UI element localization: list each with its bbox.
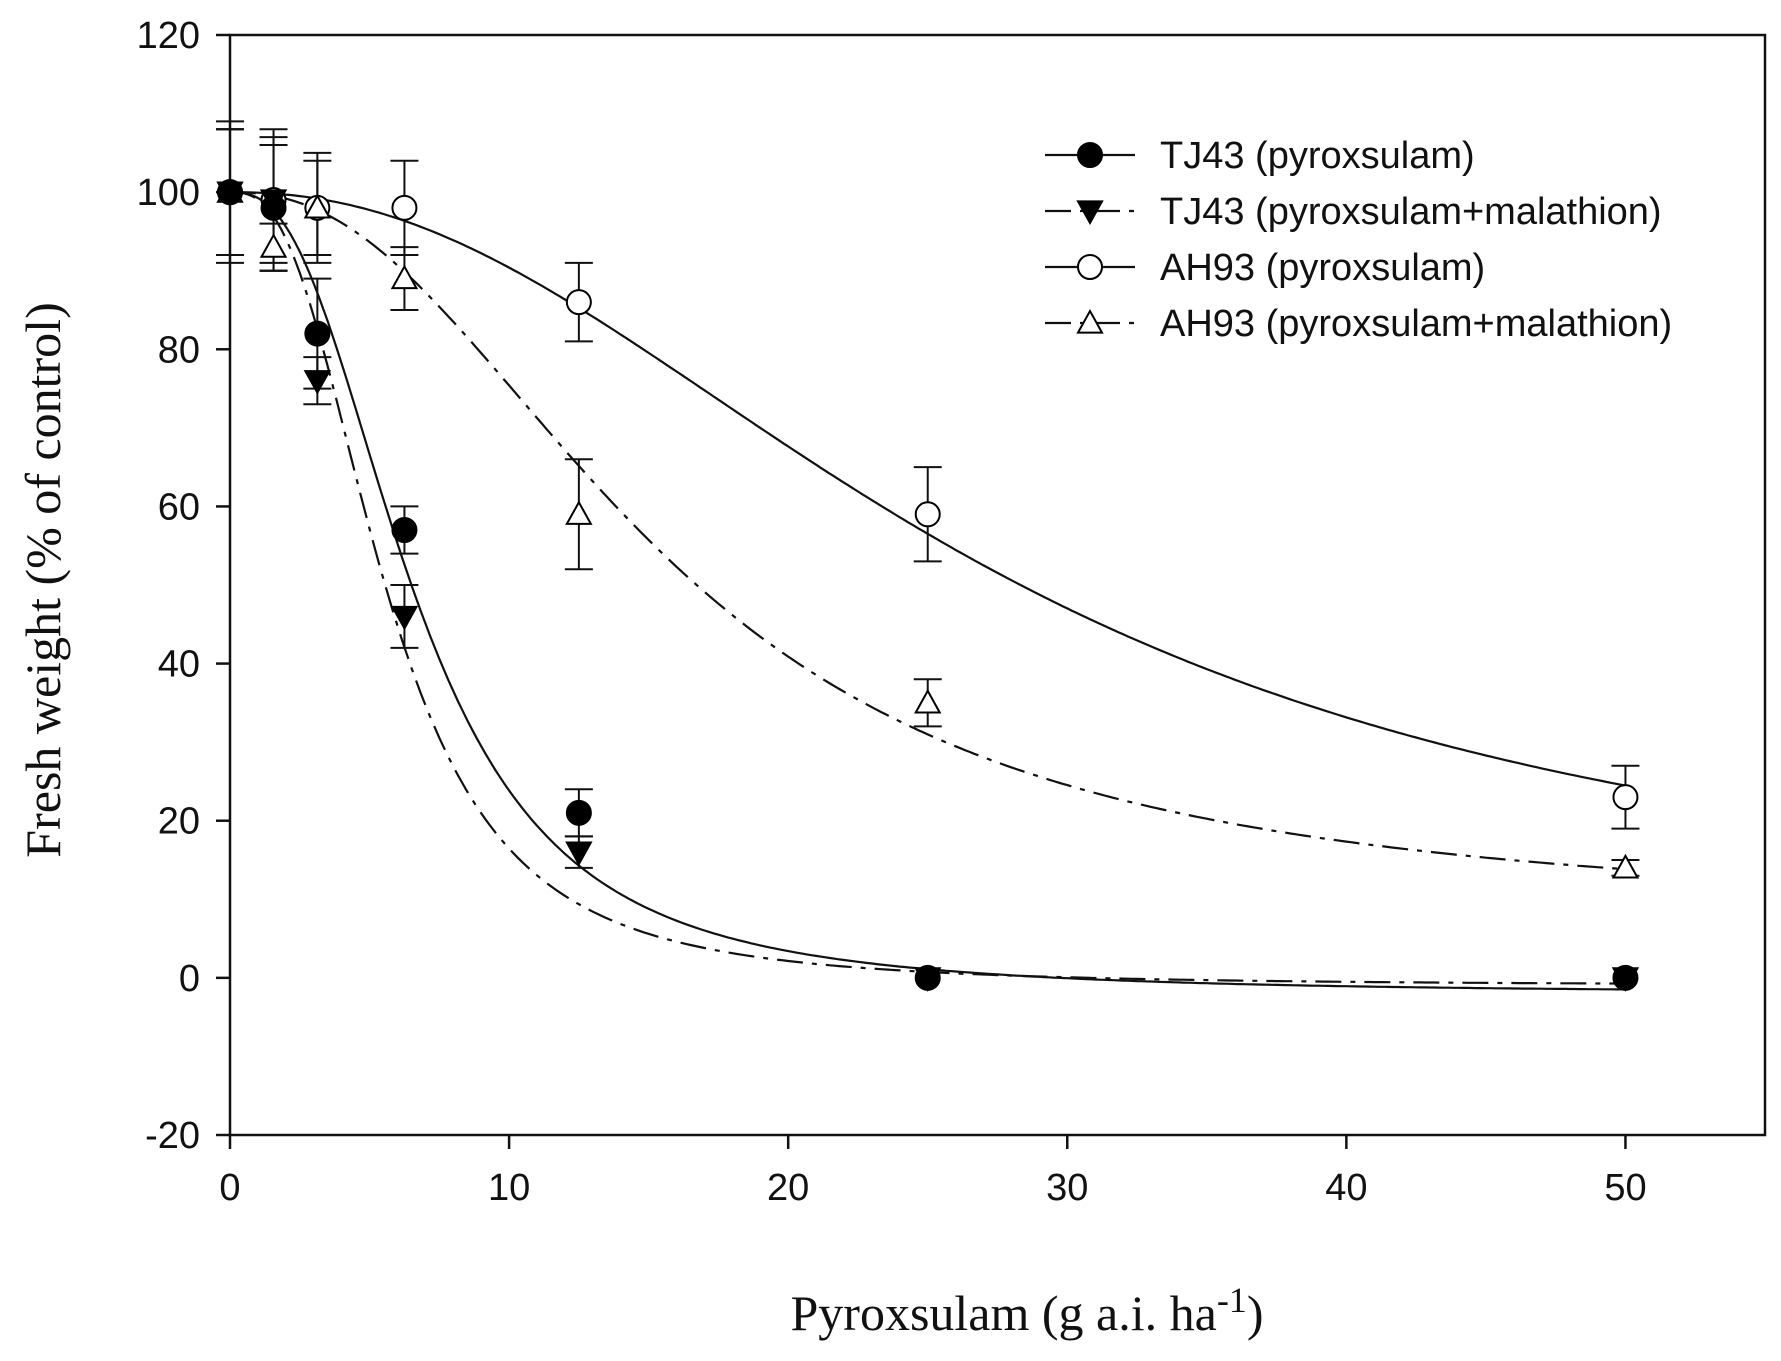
marker-filled-triangle	[565, 841, 593, 867]
x-axis-title-superscript: -1	[1217, 1280, 1247, 1320]
marker-filled-circle	[217, 179, 243, 206]
x-tick-label: 0	[219, 1167, 240, 1209]
x-axis-title-main: Pyroxsulam (g a.i. ha	[791, 1285, 1217, 1341]
legend: TJ43 (pyroxsulam) TJ43 (pyroxsulam+malath…	[1030, 115, 1750, 360]
y-tick-label: 100	[137, 172, 200, 214]
y-tick-label: -20	[145, 1115, 200, 1157]
x-axis: 0 10 20 30 40 50	[219, 1135, 1647, 1209]
x-axis-title-close: )	[1247, 1285, 1264, 1341]
x-tick-label: 50	[1604, 1167, 1646, 1209]
y-axis-title: Fresh weight (% of control)	[15, 302, 71, 857]
legend-label: TJ43 (pyroxsulam+malathion)	[1160, 191, 1662, 233]
marker-open-triangle	[914, 688, 942, 714]
legend-label: AH93 (pyroxsulam)	[1160, 247, 1485, 289]
x-tick-label: 20	[767, 1167, 809, 1209]
marker-filled-circle	[260, 194, 287, 221]
marker-open-circle	[914, 501, 941, 528]
marker-open-circle	[1077, 254, 1103, 280]
marker-open-circle	[391, 194, 418, 221]
marker-filled-circle	[914, 964, 941, 991]
y-tick-label: 60	[158, 486, 200, 528]
fit-curve	[229, 191, 1626, 871]
marker-filled-triangle	[303, 370, 332, 395]
y-tick-label: 80	[158, 329, 200, 371]
marker-filled-circle	[565, 799, 592, 826]
marker-open-triangle	[303, 193, 332, 219]
marker-open-circle	[565, 289, 592, 316]
marker-open-triangle	[1076, 308, 1104, 334]
marker-filled-circle	[304, 320, 331, 347]
legend-label: TJ43 (pyroxsulam)	[1160, 135, 1475, 177]
plot-border	[228, 33, 1767, 1137]
plot-frame	[228, 33, 1767, 1137]
x-tick-label: 30	[1046, 1167, 1088, 1209]
marker-filled-circle	[391, 517, 418, 543]
marker-open-triangle	[259, 233, 288, 258]
marker-open-circle	[1612, 784, 1639, 811]
marker-filled-triangle	[1076, 200, 1104, 226]
marker-open-triangle	[565, 500, 593, 525]
marker-filled-circle	[1077, 142, 1103, 168]
y-axis: -20 0 20 40 60 80 100 120	[137, 15, 230, 1157]
marker-filled-circle	[1612, 964, 1639, 991]
y-tick-label: 40	[158, 644, 200, 686]
marker-filled-triangle	[390, 605, 419, 631]
legend-background	[1030, 115, 1750, 360]
legend-label: AH93 (pyroxsulam+malathion)	[1160, 303, 1672, 345]
y-tick-label: 120	[137, 15, 200, 57]
marker-open-triangle	[390, 264, 419, 290]
x-tick-label: 40	[1325, 1167, 1367, 1209]
x-axis-title: Pyroxsulam (g a.i. ha-1)	[791, 1280, 1264, 1341]
x-tick-label: 10	[488, 1167, 530, 1209]
marker-open-triangle	[1611, 853, 1640, 879]
y-tick-label: 20	[158, 801, 200, 843]
data-points	[216, 178, 1640, 992]
y-tick-label: 0	[179, 958, 200, 1000]
